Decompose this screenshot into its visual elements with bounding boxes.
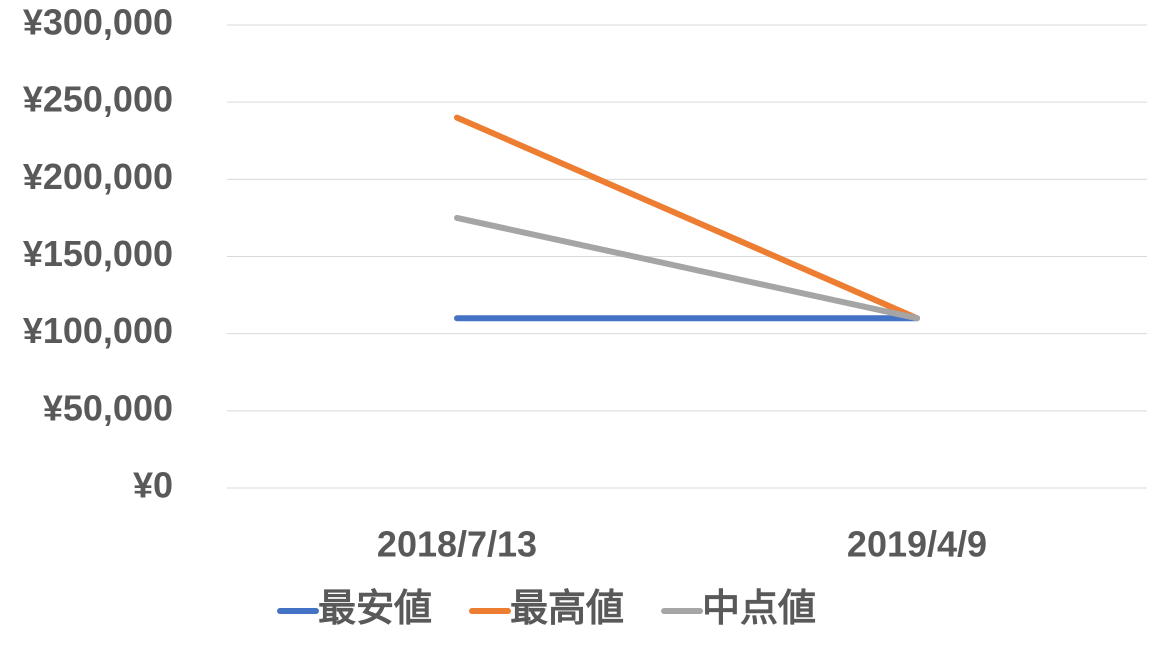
y-tick-label: ¥300,000 <box>23 2 173 43</box>
legend-label: 最安値 <box>318 588 432 630</box>
y-tick-label: ¥200,000 <box>23 156 173 197</box>
legend-label: 最高値 <box>510 588 624 630</box>
legend-label: 中点値 <box>702 588 816 630</box>
series-line <box>454 214 920 322</box>
y-tick-label: ¥100,000 <box>23 310 173 351</box>
series-line <box>454 114 920 322</box>
y-tick-label: ¥50,000 <box>43 387 173 428</box>
x-tick-label: 2018/7/13 <box>377 524 537 565</box>
y-tick-label: ¥150,000 <box>23 233 173 274</box>
y-tick-label: ¥250,000 <box>23 79 173 120</box>
y-tick-label: ¥0 <box>133 465 173 506</box>
x-tick-label: 2019/4/9 <box>847 524 987 565</box>
